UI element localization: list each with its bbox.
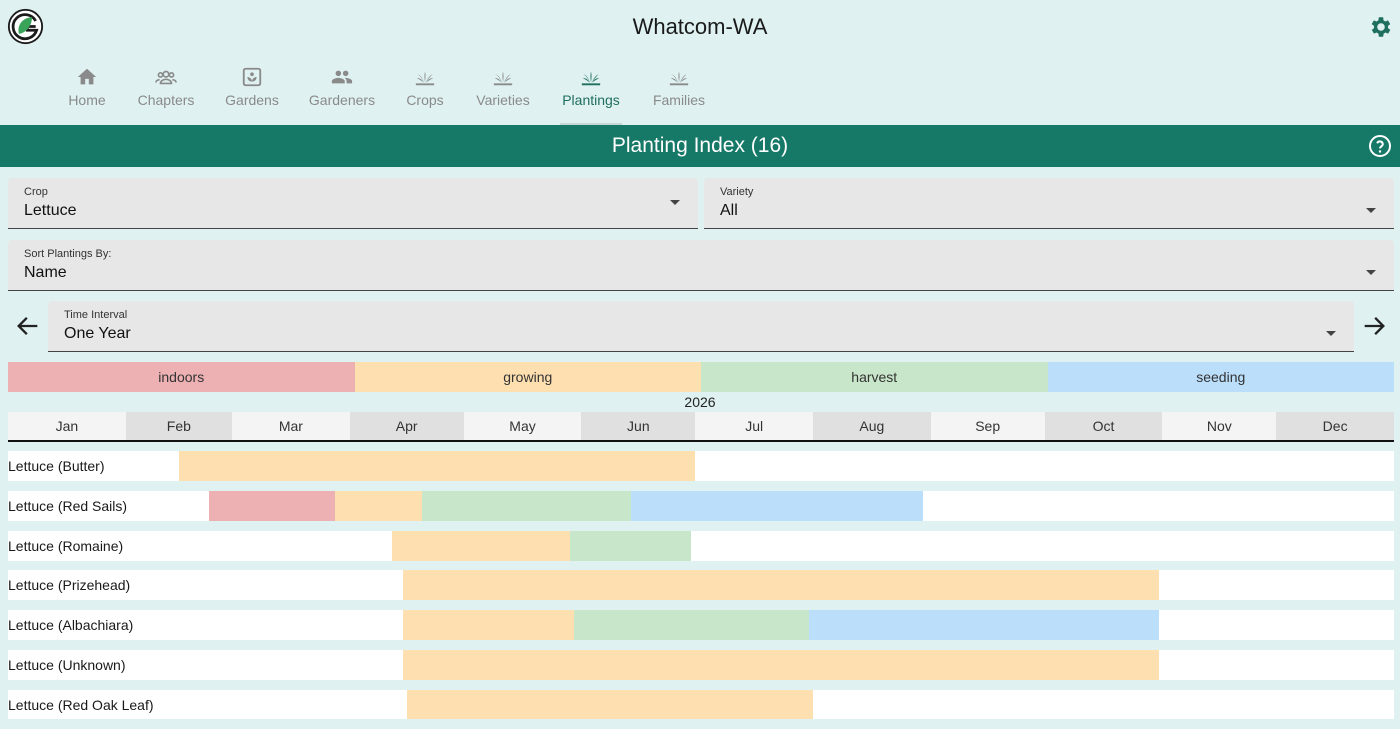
planting-segment-growing[interactable] [402, 650, 1159, 680]
chevron-down-icon [670, 200, 680, 205]
planting-row[interactable]: Lettuce (Albachiara) [8, 610, 1394, 641]
month-oct: Oct [1044, 412, 1163, 440]
planting-segment-harvest[interactable] [573, 610, 810, 641]
nav-label: Gardeners [308, 92, 376, 108]
sprout-icon [581, 71, 601, 86]
crop-select[interactable]: Crop Lettuce [8, 178, 698, 229]
nav-label: Crops [406, 92, 444, 108]
planting-row[interactable]: Lettuce (Butter) [8, 451, 1394, 481]
month-nov: Nov [1162, 412, 1277, 440]
nav-item-gardeners[interactable]: Gardeners [308, 62, 376, 125]
sort-select[interactable]: Sort Plantings By: Name [8, 240, 1394, 291]
month-feb: Feb [125, 412, 233, 440]
groups-icon [155, 70, 177, 85]
nav-item-home[interactable]: Home [66, 62, 108, 125]
legend-indoors: indoors [8, 362, 355, 392]
month-aug: Aug [813, 412, 931, 440]
planting-segment-growing[interactable] [391, 530, 570, 561]
app-title: Whatcom-WA [632, 14, 768, 39]
sort-select-label: Sort Plantings By: [24, 248, 112, 260]
month-mar: Mar [232, 412, 350, 440]
app-header: Whatcom-WA Home Chapters Gardens Gardene… [0, 0, 1400, 125]
time-interval-value: One Year [64, 325, 131, 342]
planting-segment-growing[interactable] [402, 570, 1159, 601]
arrow-left-icon[interactable] [14, 312, 42, 340]
people-icon [331, 70, 353, 84]
planting-name[interactable]: Lettuce (Prizehead) [8, 577, 131, 594]
variety-select[interactable]: Variety All [704, 178, 1394, 229]
bottom-strip [0, 719, 1400, 729]
timeline-year: 2026 [684, 394, 716, 410]
page-title: Planting Index (16) [611, 134, 789, 157]
month-divider [8, 440, 1394, 442]
home-icon [77, 68, 97, 85]
planting-name[interactable]: Lettuce (Unknown) [8, 657, 126, 673]
planting-segment-growing[interactable] [402, 610, 574, 641]
page-title-bar: Planting Index (16) [0, 125, 1400, 167]
planting-row[interactable]: Lettuce (Unknown) [8, 650, 1394, 680]
crop-select-value: Lettuce [24, 202, 77, 219]
nav-item-varieties[interactable]: Varieties [474, 62, 532, 125]
nav-item-families[interactable]: Families [650, 62, 708, 125]
nav-label: Plantings [562, 92, 620, 108]
planting-segment-seeding[interactable] [809, 610, 1159, 641]
nav-label: Varieties [476, 92, 530, 108]
nav-label: Gardens [225, 92, 279, 108]
legend-growing: growing [354, 362, 701, 392]
garden-icon [242, 67, 262, 87]
planting-row[interactable]: Lettuce (Romaine) [8, 530, 1394, 561]
sprout-icon [415, 71, 435, 86]
planting-row[interactable]: Lettuce (Prizehead) [8, 570, 1394, 601]
time-interval-select[interactable]: Time Interval One Year [48, 301, 1354, 352]
planting-row[interactable]: Lettuce (Red Sails) [8, 490, 1394, 521]
variety-select-value: All [720, 202, 738, 219]
planting-segment-growing[interactable] [406, 689, 813, 720]
chevron-down-icon [1326, 331, 1336, 336]
planting-name[interactable]: Lettuce (Romaine) [8, 537, 124, 554]
nav-item-plantings[interactable]: Plantings [560, 62, 622, 125]
planting-name[interactable]: Lettuce (Red Sails) [8, 497, 128, 514]
planting-segment-growing[interactable] [334, 490, 422, 521]
planting-name[interactable]: Lettuce (Albachiara) [8, 617, 134, 634]
nav-label: Chapters [137, 92, 195, 108]
help-circle-icon[interactable] [1368, 134, 1392, 158]
nav-item-gardens[interactable]: Gardens [224, 62, 280, 125]
month-sep: Sep [930, 412, 1045, 440]
variety-select-label: Variety [720, 186, 754, 198]
chevron-down-icon [1366, 208, 1376, 213]
sort-select-value: Name [24, 264, 67, 281]
month-may: May [463, 412, 582, 440]
month-jan: Jan [8, 412, 126, 440]
sprout-icon [669, 71, 689, 86]
arrow-right-icon[interactable] [1360, 312, 1388, 340]
nav-item-crops[interactable]: Crops [404, 62, 446, 125]
planting-segment-harvest[interactable] [421, 490, 631, 521]
planting-segment-indoors[interactable] [209, 490, 335, 521]
sprout-icon [493, 71, 513, 86]
planting-name[interactable]: Lettuce (Butter) [8, 458, 105, 474]
month-jul: Jul [695, 412, 813, 440]
month-dec: Dec [1276, 412, 1394, 440]
gear-icon[interactable] [1368, 14, 1394, 40]
chevron-down-icon [1366, 270, 1376, 275]
planting-name[interactable]: Lettuce (Red Oak Leaf) [8, 696, 154, 713]
legend-seeding: seeding [1047, 362, 1394, 392]
legend-harvest: harvest [701, 362, 1048, 392]
g-leaf-logo[interactable] [7, 8, 44, 45]
planting-segment-seeding[interactable] [630, 490, 924, 521]
month-apr: Apr [349, 412, 464, 440]
planting-segment-growing[interactable] [178, 451, 696, 481]
planting-row[interactable]: Lettuce (Red Oak Leaf) [8, 689, 1394, 720]
planting-segment-harvest[interactable] [569, 530, 692, 561]
nav-label: Families [652, 92, 706, 108]
time-interval-label: Time Interval [64, 309, 128, 321]
crop-select-label: Crop [24, 186, 48, 198]
nav-item-chapters[interactable]: Chapters [136, 62, 196, 125]
month-jun: Jun [581, 412, 696, 440]
nav-label: Home [68, 92, 106, 108]
